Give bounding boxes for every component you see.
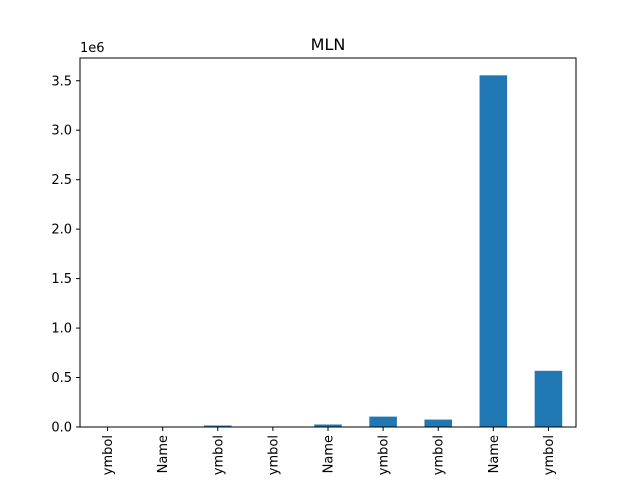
bar-7 [424, 419, 452, 427]
x-tick-label: Name [322, 435, 337, 473]
x-tick-label: Name [156, 435, 171, 473]
x-tick-label: ymbol [101, 435, 116, 475]
x-tick-label: Name [487, 435, 502, 473]
bar-5 [314, 424, 342, 427]
x-tick-label: ymbol [542, 435, 557, 475]
y-tick-label: 3.0 [51, 124, 72, 139]
y-tick-label: 1.0 [51, 322, 72, 337]
x-tick-label: ymbol [211, 435, 226, 475]
bar-8 [479, 75, 508, 428]
y-tick-label: 1.5 [51, 272, 72, 287]
bar-6 [369, 416, 397, 427]
x-tick-label: ymbol [266, 435, 281, 475]
y-tick-label: 2.0 [51, 223, 72, 238]
y-tick-label: 2.5 [51, 173, 72, 188]
x-tick-label: ymbol [377, 435, 392, 475]
y-axis-offset-label: 1e6 [80, 41, 105, 56]
plot-frame [79, 57, 577, 428]
y-tick-label: 3.5 [51, 74, 72, 89]
y-tick-label: 0.0 [51, 421, 72, 436]
y-axis: 0.0 0.5 1.0 1.5 2.0 2.5 3.0 3.5 [51, 74, 80, 436]
bars-group [204, 75, 563, 428]
bar-3 [204, 425, 232, 427]
bar-9 [534, 370, 563, 427]
y-tick-label: 0.5 [51, 371, 72, 386]
chart-title: MLN [311, 35, 346, 54]
x-axis: ymbol Name ymbol ymbol Name ymbol ymbol Name ymb… [101, 427, 557, 475]
x-tick-label: ymbol [432, 435, 447, 475]
